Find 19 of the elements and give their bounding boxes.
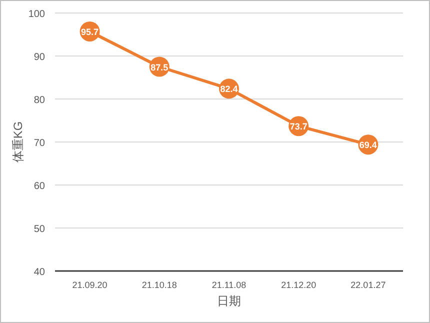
x-axis-title: 日期 (217, 294, 241, 308)
x-tick-label: 21.10.18 (142, 280, 177, 290)
y-tick-label: 60 (34, 181, 46, 192)
y-tick-label: 100 (28, 9, 46, 20)
data-label: 87.5 (150, 62, 168, 72)
data-label: 69.4 (359, 140, 377, 150)
x-tick-label: 21.12.20 (281, 280, 316, 290)
y-tick-label: 80 (34, 95, 46, 106)
y-tick-label: 40 (34, 267, 46, 278)
y-axis-title: 体重KG (11, 121, 25, 163)
x-tick-label: 21.09.20 (72, 280, 108, 290)
y-tick-label: 90 (34, 52, 46, 63)
x-tick-label: 21.11.08 (212, 280, 246, 290)
data-label: 82.4 (220, 84, 238, 94)
y-tick-label: 50 (34, 224, 46, 235)
data-label: 95.7 (81, 26, 99, 37)
y-tick-label: 70 (34, 138, 46, 149)
data-label: 73.7 (290, 122, 308, 132)
x-tick-label: 22.01.27 (350, 280, 386, 290)
